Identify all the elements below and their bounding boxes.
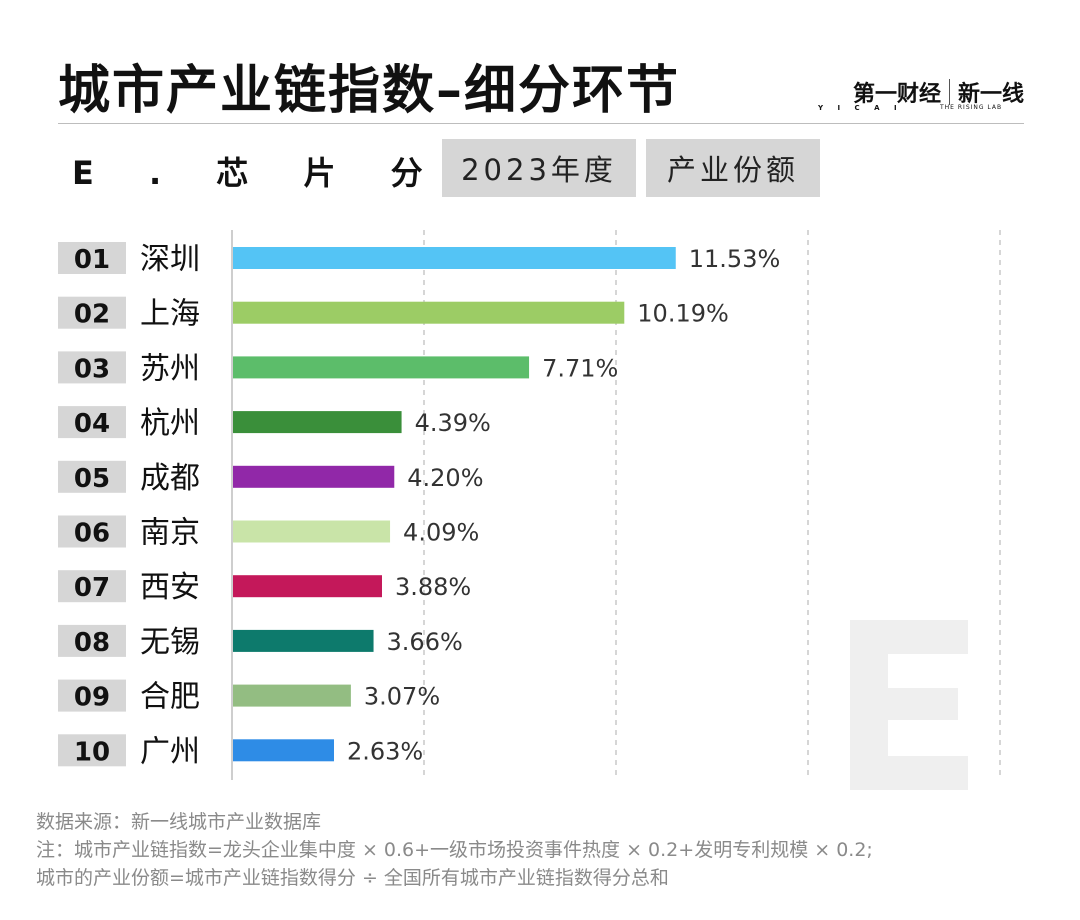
rank-label: 09 (74, 683, 110, 713)
city-label: 深圳 (140, 242, 200, 277)
rank-badge (58, 242, 126, 274)
year-chip: 2023年度 (442, 139, 636, 197)
brand-yicai: 第一财经 (852, 82, 941, 107)
city-label: 杭州 (140, 406, 200, 441)
rank-badge (58, 515, 126, 548)
rank-badge (58, 624, 126, 657)
rank-badge (58, 296, 126, 329)
city-label: 无锡 (140, 625, 200, 660)
data-label: 3.07% (364, 683, 440, 711)
city-label: 西安 (140, 570, 200, 605)
city-label: 苏州 (140, 351, 200, 386)
brand-rising-lab: 新一线 (957, 82, 1024, 107)
bar (233, 465, 395, 488)
bar (233, 684, 351, 707)
data-label: 10.19% (637, 300, 729, 328)
city-label: 成都 (140, 461, 200, 496)
city-label: 上海 (140, 297, 200, 332)
brand-yicai-sub: Y I C A I (818, 104, 903, 112)
rank-badge (58, 734, 126, 767)
brand-rising-lab-sub: THE RISING LAB (940, 104, 1003, 111)
bar (233, 301, 625, 324)
bar (233, 411, 402, 434)
data-label: 4.09% (403, 519, 479, 547)
rank-badge (58, 679, 126, 712)
metric-chip: 产业份额 (646, 139, 820, 197)
data-label: 3.66% (387, 628, 463, 656)
rank-label: 08 (74, 628, 110, 658)
rank-label: 01 (74, 245, 110, 275)
source-note: 数据来源：新一线城市产业数据库 (36, 811, 322, 833)
bar (233, 247, 676, 269)
rank-label: 04 (74, 409, 110, 439)
bar (233, 739, 334, 762)
header-divider (58, 123, 1024, 124)
brand-logo: 第一财经 新一线 (853, 76, 1024, 108)
data-label: 4.39% (415, 409, 491, 437)
bar (233, 356, 530, 379)
brand-divider (948, 79, 950, 105)
data-label: 3.88% (395, 573, 471, 601)
bar (233, 575, 382, 598)
rank-label: 07 (74, 573, 110, 603)
rank-label: 03 (74, 354, 110, 384)
city-label: 合肥 (140, 680, 200, 715)
rank-label: 06 (74, 519, 110, 549)
page-title: 城市产业链指数–细分环节 (58, 61, 681, 121)
section-label: E . 芯 片 分 销 (72, 154, 532, 192)
data-label: 2.63% (347, 737, 423, 765)
rank-badge (58, 570, 126, 603)
rank-badge (58, 351, 126, 384)
rank-label: 10 (74, 737, 110, 767)
city-label: 广州 (140, 734, 200, 769)
data-label: 11.53% (689, 245, 781, 273)
watermark-letter-e (850, 620, 968, 790)
bar-chart: 01 深圳 11.53% 02 上海 10.19% 03 苏州 7.71% 04 杭州 4.39% 05… (58, 230, 1001, 780)
footnotes: 数据来源：新一线城市产业数据库 注：城市产业链指数=龙头企业集中度 × 0.6+… (36, 808, 873, 892)
rank-label: 02 (74, 300, 110, 330)
bar (233, 629, 374, 652)
rank-badge (58, 406, 126, 439)
data-label: 7.71% (542, 354, 618, 382)
rank-badge (58, 460, 126, 493)
data-label: 4.20% (407, 464, 483, 492)
formula-note: 注：城市产业链指数=龙头企业集中度 × 0.6+一级市场投资事件热度 × 0.2… (36, 839, 873, 861)
rank-label: 05 (74, 464, 110, 494)
bar (233, 520, 391, 543)
share-note: 城市的产业份额=城市产业链指数得分 ÷ 全国所有城市产业链指数得分总和 (36, 867, 669, 889)
city-label: 南京 (140, 516, 200, 551)
